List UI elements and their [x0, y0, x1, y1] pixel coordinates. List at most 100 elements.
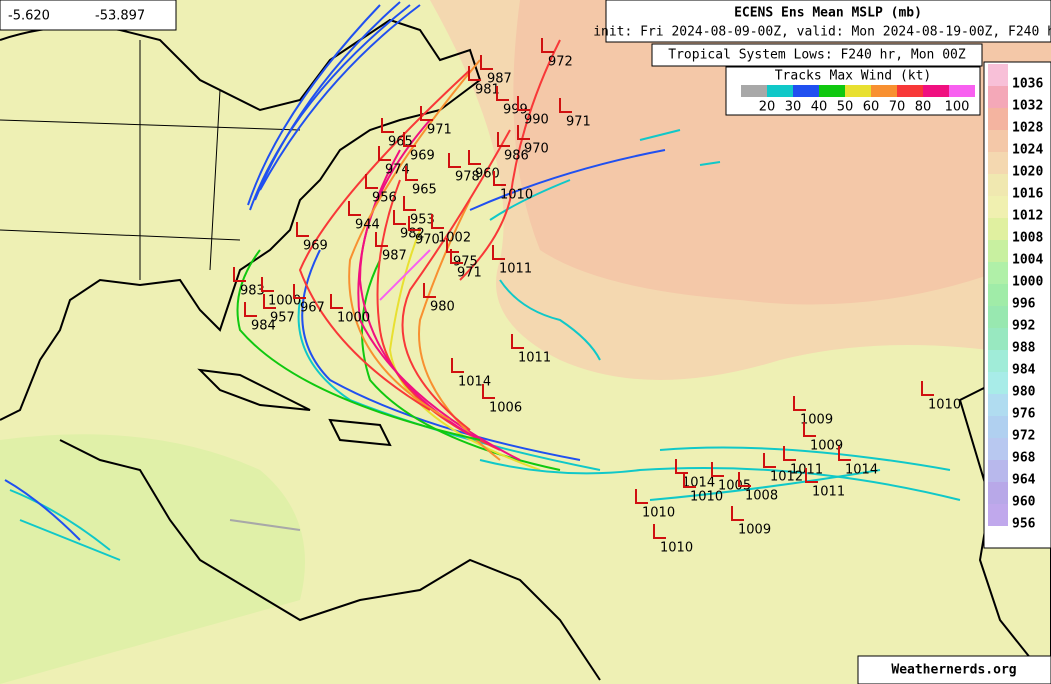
- colorbar-cell: [988, 284, 1008, 306]
- low-marker: [330, 294, 343, 309]
- track: [19, 519, 121, 561]
- low-marker: [731, 506, 744, 521]
- colorbar-cell: [988, 350, 1008, 372]
- low-label: 1014: [682, 476, 715, 491]
- coord-lon: -53.897: [95, 9, 145, 24]
- track: [469, 149, 666, 211]
- track: [259, 4, 421, 191]
- low-marker: [420, 106, 433, 121]
- low-marker: [403, 196, 416, 211]
- low-marker: [683, 473, 696, 488]
- low-label: 1014: [458, 375, 491, 390]
- low-label: 970: [524, 142, 549, 157]
- low-marker: [783, 446, 796, 461]
- low-marker: [482, 384, 495, 399]
- low-label: 999: [503, 103, 528, 118]
- colorbar-cell: [988, 482, 1008, 504]
- track: [379, 249, 431, 301]
- low-label: 1005: [718, 479, 751, 494]
- low-marker: [711, 462, 724, 477]
- track: [459, 39, 561, 281]
- track: [639, 129, 681, 141]
- low-marker: [261, 277, 274, 292]
- track: [298, 69, 471, 411]
- colorbar-label: 972: [1012, 429, 1035, 444]
- low-label: 1011: [518, 351, 551, 366]
- low-marker: [496, 86, 509, 101]
- wind-swatch: [897, 85, 923, 97]
- colorbar-label: 1012: [1012, 209, 1043, 224]
- low-label: 971: [457, 266, 482, 281]
- low-label: 1010: [500, 188, 533, 203]
- low-label: 1000: [268, 294, 301, 309]
- low-marker: [451, 358, 464, 373]
- low-marker: [653, 524, 666, 539]
- colorbar-label: 960: [1012, 495, 1036, 510]
- low-label: 967: [300, 301, 325, 316]
- low-label: 981: [475, 83, 500, 98]
- track: [229, 519, 301, 531]
- low-pressure-area: [0, 434, 305, 684]
- low-label: 975: [453, 255, 478, 270]
- low-marker: [405, 166, 418, 181]
- central-south-america: [59, 439, 601, 681]
- low-marker: [497, 132, 510, 147]
- header-box: [605, 0, 1051, 43]
- track: [489, 179, 571, 221]
- low-label: 978: [455, 170, 480, 185]
- wind-swatch: [741, 85, 767, 97]
- colorbar-cell: [988, 438, 1008, 460]
- track: [247, 4, 381, 206]
- track: [376, 179, 501, 451]
- cuba: [197, 368, 311, 411]
- colorbar-label: 1008: [1012, 231, 1043, 246]
- low-label: 1012: [770, 470, 803, 485]
- low-marker: [511, 334, 524, 349]
- low-label: 956: [372, 191, 397, 206]
- track: [254, 1, 401, 201]
- low-marker: [423, 283, 436, 298]
- low-label: 969: [303, 239, 328, 254]
- low-label: 987: [487, 72, 512, 87]
- colorbar-cell: [988, 460, 1008, 482]
- tracks-title-box: [651, 43, 983, 67]
- colorbar-cell: [988, 394, 1008, 416]
- low-label: 1000: [337, 311, 370, 326]
- low-label: 1008: [745, 489, 778, 504]
- wind-label: 80: [915, 100, 932, 115]
- low-marker: [921, 381, 934, 396]
- track: [388, 229, 541, 471]
- colorbar-label: 968: [1012, 451, 1036, 466]
- low-label: 1011: [812, 485, 845, 500]
- low-label: 965: [388, 135, 413, 150]
- low-label: 983: [240, 284, 265, 299]
- borders: [0, 40, 301, 280]
- low-label: 970: [415, 233, 440, 248]
- low-label: 974: [385, 163, 410, 178]
- colorbar-cell: [988, 416, 1008, 438]
- colorbar-label: 992: [1012, 319, 1035, 334]
- watermark-box: [857, 655, 1051, 684]
- low-label: 1010: [642, 506, 675, 521]
- colorbar-label: 1000: [1012, 275, 1043, 290]
- colorbar-label: 984: [1012, 363, 1036, 378]
- low-label: 1009: [810, 439, 843, 454]
- colorbar-cell: [988, 152, 1008, 174]
- colorbar-cell: [988, 174, 1008, 196]
- low-marker: [805, 468, 818, 483]
- low-marker: [393, 210, 406, 225]
- low-label: 1010: [690, 490, 723, 505]
- low-label: 969: [410, 149, 435, 164]
- watermark: Weathernerds.org: [891, 663, 1016, 678]
- track: [659, 446, 951, 471]
- low-marker: [738, 472, 751, 487]
- low-label: 1006: [489, 401, 522, 416]
- low-marker: [793, 396, 806, 411]
- low-marker: [803, 422, 816, 437]
- wind-swatch: [767, 85, 793, 97]
- low-label: 987: [382, 249, 407, 264]
- low-marker: [403, 132, 416, 147]
- low-marker: [446, 238, 459, 253]
- low-marker: [244, 302, 257, 317]
